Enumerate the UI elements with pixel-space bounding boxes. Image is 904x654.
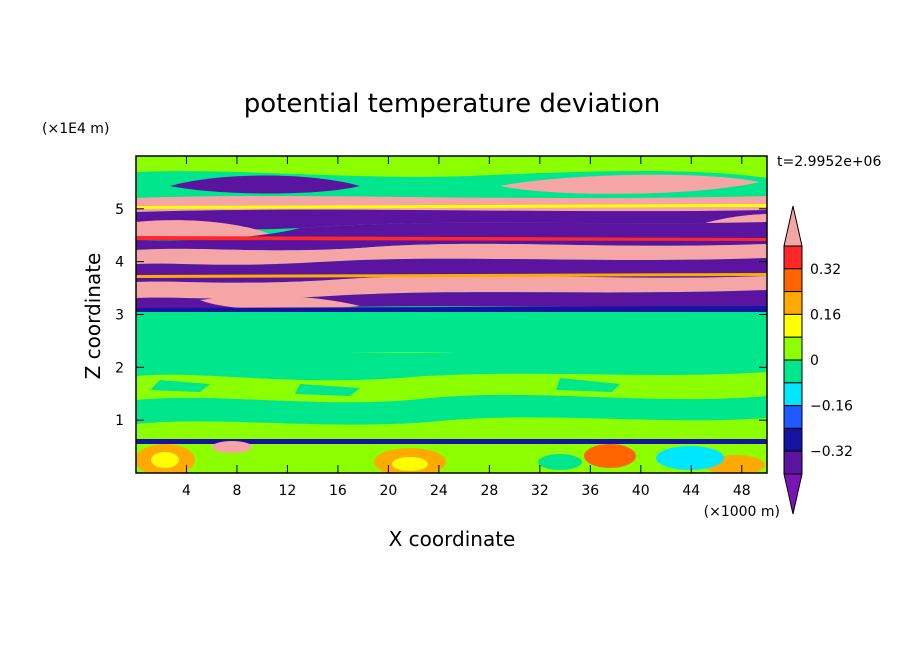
- surface-cool-2: [538, 454, 582, 470]
- x-tick-label: 12: [279, 483, 297, 499]
- colorbar-tick-label: 0: [810, 353, 819, 369]
- x-tick-label: 4: [182, 483, 191, 499]
- surface-warm-1b: [151, 452, 179, 468]
- patch-green-3: [136, 394, 767, 425]
- colorbar-swatch: [783, 336, 803, 361]
- colorbar-swatch: [783, 245, 803, 270]
- band-purple-2: [136, 222, 767, 251]
- band-pink-6: [200, 295, 360, 310]
- x-tick-label: 36: [581, 483, 599, 499]
- patch-green-4: [150, 378, 620, 396]
- x-tick-label: 16: [329, 483, 347, 499]
- band-pink-4: [136, 243, 767, 265]
- colorbar-tick-label: 0.16: [810, 307, 841, 323]
- x-tick-label: 20: [379, 483, 397, 499]
- band-pink-5: [136, 275, 767, 299]
- y-tick-label: 5: [115, 202, 124, 218]
- patch-green-2: [136, 345, 767, 381]
- top-warm-2: [500, 174, 760, 194]
- colorbar-tick-label: −0.16: [810, 399, 853, 415]
- x-tick-label: 40: [632, 483, 650, 499]
- band-cold-edge-1: [136, 236, 767, 241]
- y-tick-label: 2: [115, 360, 124, 376]
- surface-warm-3b: [392, 457, 428, 471]
- top-cold-1: [170, 175, 360, 194]
- colorbar-over-triangle: [783, 205, 803, 247]
- colorbar-under-triangle: [783, 473, 803, 515]
- colorbar-swatch: [783, 313, 803, 338]
- colorbar-swatch: [783, 268, 803, 293]
- colorbar-swatch: [783, 427, 803, 452]
- surface-boundary: [136, 439, 767, 444]
- band-cold-edge-2: [136, 273, 767, 278]
- colorbar-swatch: [783, 291, 803, 315]
- y-tick-label: 3: [115, 308, 124, 324]
- colorbar-swatch: [783, 450, 803, 475]
- surface-warm-4: [584, 444, 636, 468]
- plot-area: [136, 156, 767, 473]
- band-bottom-edge: [136, 306, 767, 312]
- y-tick-label: 4: [115, 255, 124, 271]
- colorbar-tick-label: 0.32: [810, 262, 841, 278]
- x-axis-label: X coordinate: [389, 527, 516, 551]
- band-pink-1: [136, 196, 767, 212]
- x-tick-label: 28: [480, 483, 498, 499]
- colorbar-tick-label: −0.32: [810, 444, 853, 460]
- colorbar: 0.32 0.16 0 −0.16 −0.32: [783, 205, 853, 515]
- colorbar-swatch: [783, 405, 803, 429]
- band-cold-edge-3: [136, 204, 767, 209]
- y-axis-ticks: 1 2 3 4 5: [115, 202, 767, 429]
- x-tick-label: 32: [531, 483, 549, 499]
- x-tick-label: 44: [682, 483, 700, 499]
- band-green-2-3: [136, 312, 767, 352]
- time-label: t=2.9952e+06: [777, 154, 881, 170]
- x-tick-label: 48: [733, 483, 751, 499]
- y-axis-label: Z coordinate: [81, 253, 105, 380]
- band-pink-2: [136, 220, 270, 238]
- surface-cool-1: [656, 446, 724, 470]
- band-purple-1: [136, 209, 767, 230]
- colorbar-swatch: [783, 359, 803, 384]
- x-unit-label: (×1000 m): [704, 504, 780, 520]
- x-tick-label: 24: [430, 483, 448, 499]
- x-axis-ticks: 4 8 12 16 20 24 28 32 36 40 44 48: [182, 156, 751, 499]
- surface-warm-2: [212, 441, 252, 453]
- x-tick-label: 8: [232, 483, 241, 499]
- top-warm-1: [136, 156, 767, 178]
- chart-title: potential temperature deviation: [244, 89, 660, 119]
- y-unit-label: (×1E4 m): [42, 121, 109, 137]
- y-tick-label: 1: [115, 413, 124, 429]
- colorbar-swatch: [783, 382, 803, 407]
